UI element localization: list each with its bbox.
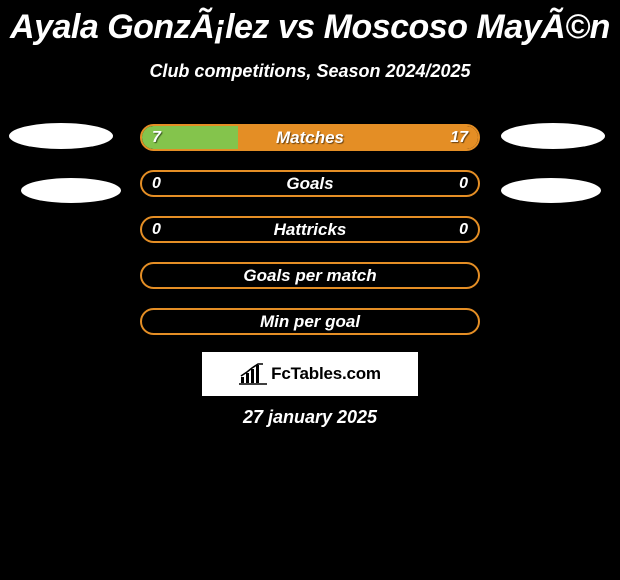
stat-row-hattricks: 0 Hattricks 0 — [140, 216, 480, 243]
page-subtitle: Club competitions, Season 2024/2025 — [0, 61, 620, 82]
stat-row-matches: 7 Matches 17 — [140, 124, 480, 151]
stat-label: Matches — [142, 126, 478, 149]
date-label: 27 january 2025 — [0, 407, 620, 428]
logo-box: FcTables.com — [202, 352, 418, 396]
stat-label: Min per goal — [142, 310, 478, 333]
avatar-left-1 — [9, 123, 113, 149]
avatar-left-2 — [21, 178, 121, 203]
stat-label: Goals per match — [142, 264, 478, 287]
stat-value-right: 0 — [459, 172, 468, 195]
stat-row-min-per-goal: Min per goal — [140, 308, 480, 335]
stat-value-right: 0 — [459, 218, 468, 241]
stat-label: Hattricks — [142, 218, 478, 241]
avatar-right-1 — [501, 123, 605, 149]
logo-text: FcTables.com — [271, 364, 381, 384]
stats-container: 7 Matches 17 0 Goals 0 0 Hattricks 0 Goa… — [140, 124, 480, 335]
stat-label: Goals — [142, 172, 478, 195]
stat-row-goals-per-match: Goals per match — [140, 262, 480, 289]
stat-row-goals: 0 Goals 0 — [140, 170, 480, 197]
bar-chart-icon — [239, 363, 267, 385]
avatar-right-2 — [501, 178, 601, 203]
page-title: Ayala GonzÃ¡lez vs Moscoso MayÃ©n — [0, 0, 620, 47]
stat-value-right: 17 — [450, 126, 468, 149]
